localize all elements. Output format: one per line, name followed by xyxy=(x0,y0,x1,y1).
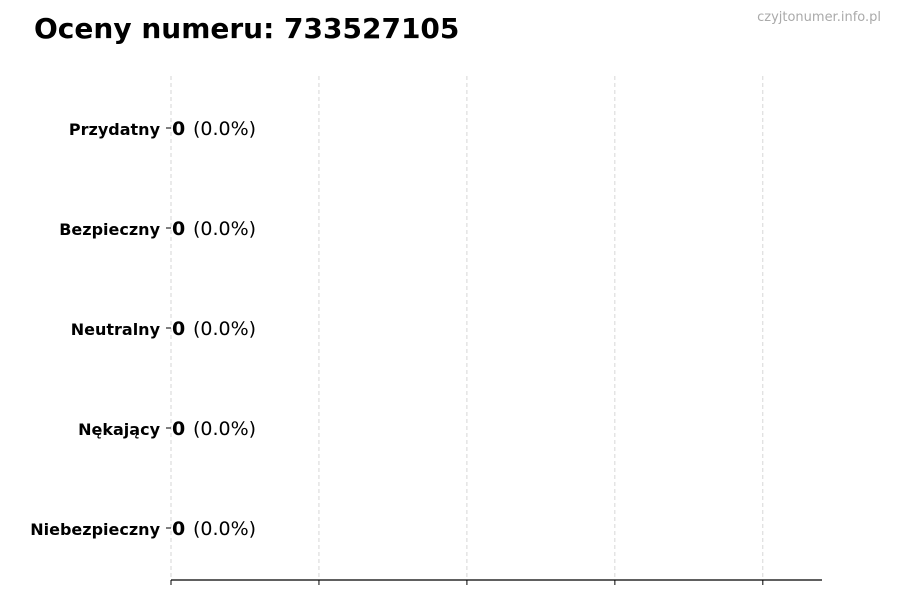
data-label-count: 0 xyxy=(172,518,185,540)
category-label: Neutralny xyxy=(71,320,161,339)
data-label-count: 0 xyxy=(172,118,185,140)
category-label: Niebezpieczny xyxy=(30,520,160,539)
category-label: Przydatny xyxy=(69,120,161,139)
category-label: Nękający xyxy=(78,420,160,439)
chart-title: Oceny numeru: 733527105 xyxy=(34,12,460,45)
watermark: czyjtonumer.info.pl xyxy=(757,10,881,25)
data-label-count: 0 xyxy=(172,218,185,240)
data-label-count: 0 xyxy=(172,318,185,340)
data-label-percent: (0.0%) xyxy=(193,318,256,340)
data-label-percent: (0.0%) xyxy=(193,218,256,240)
data-label-percent: (0.0%) xyxy=(193,518,256,540)
data-label-percent: (0.0%) xyxy=(193,118,256,140)
data-label-percent: (0.0%) xyxy=(193,418,256,440)
data-label-count: 0 xyxy=(172,418,185,440)
category-label: Bezpieczny xyxy=(59,220,160,239)
